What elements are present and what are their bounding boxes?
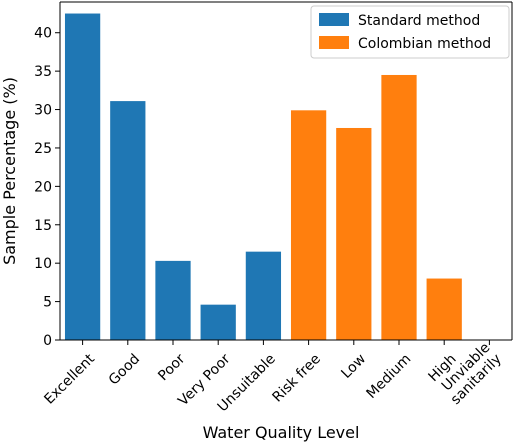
legend-frame xyxy=(310,5,510,59)
x-tick-label: Unviablesanitarily xyxy=(437,340,505,408)
bar-standard-0 xyxy=(64,13,101,340)
bars-layer xyxy=(64,13,462,341)
y-axis-title: Sample Percentage (%) xyxy=(0,77,19,265)
bar-colombian-8 xyxy=(426,278,462,340)
bar-standard-4 xyxy=(245,251,282,340)
x-axis-title: Water Quality Level xyxy=(203,423,360,442)
y-axis-ticks: 0 5 10 15 20 25 30 35 40 xyxy=(34,26,60,349)
y-tick-label: 5 xyxy=(43,295,52,311)
bar-colombian-5 xyxy=(290,110,327,341)
y-tick-label: 20 xyxy=(34,179,52,195)
x-tick-label: Medium xyxy=(363,351,414,402)
legend: Standard method Colombian method xyxy=(310,5,510,59)
x-tick-label: Excellent xyxy=(41,351,98,408)
legend-swatch-1 xyxy=(319,36,349,49)
x-tick-label: Poor xyxy=(155,351,188,384)
y-tick-label: 40 xyxy=(34,26,52,42)
legend-swatch-0 xyxy=(319,13,349,26)
legend-label-0: Standard method xyxy=(358,13,480,29)
y-tick-label: 35 xyxy=(34,64,52,80)
y-tick-label: 10 xyxy=(34,256,52,272)
bar-standard-3 xyxy=(200,304,236,340)
y-tick-label: 25 xyxy=(34,141,52,157)
x-tick-label: Good xyxy=(106,351,143,388)
x-tick-label: Low xyxy=(338,351,369,382)
legend-label-1: Colombian method xyxy=(358,36,491,52)
x-tick-label: Risk free xyxy=(269,351,324,406)
bar-colombian-7 xyxy=(381,74,417,341)
y-tick-label: 0 xyxy=(43,333,52,349)
bar-standard-2 xyxy=(155,260,191,340)
y-tick-label: 30 xyxy=(34,103,52,119)
bar-colombian-6 xyxy=(336,127,372,341)
bar-standard-1 xyxy=(110,101,146,340)
y-tick-label: 15 xyxy=(34,218,52,234)
